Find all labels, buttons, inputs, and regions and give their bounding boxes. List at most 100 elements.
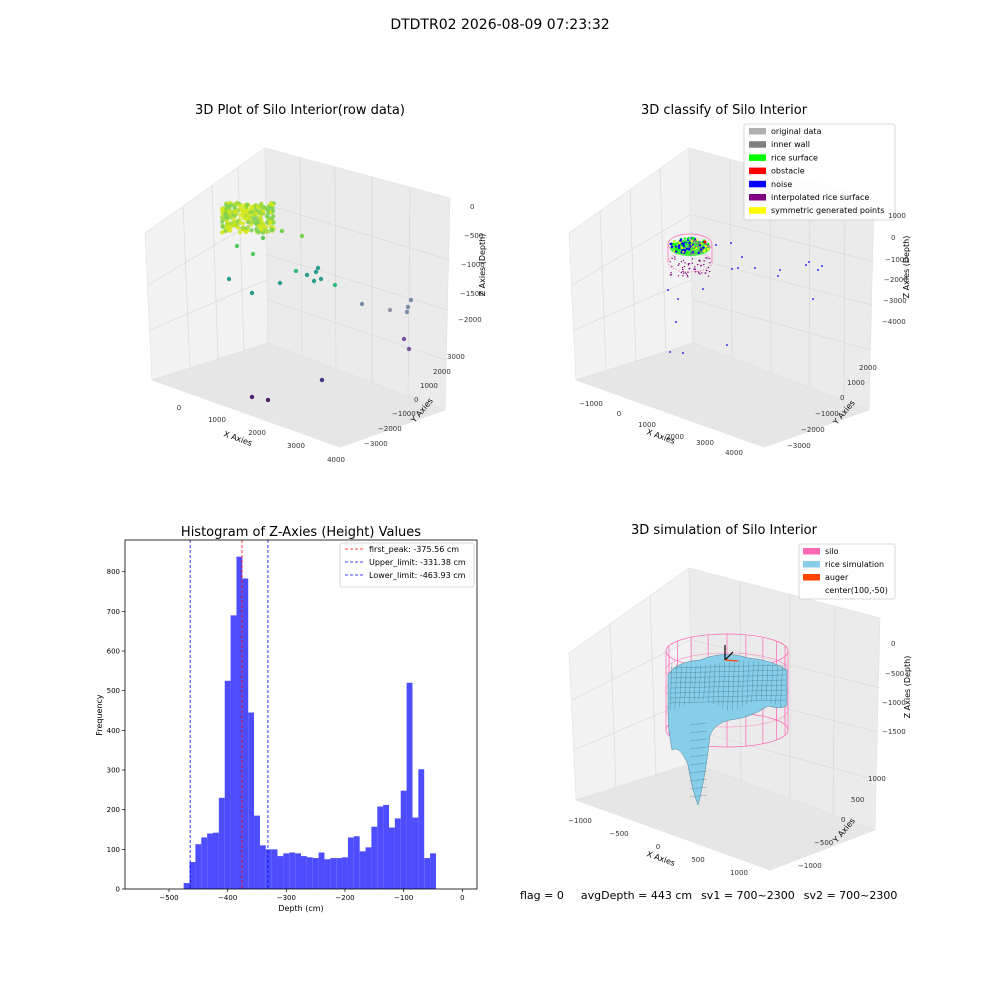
rice-mesh-line: [698, 665, 701, 701]
raw-point: [244, 229, 249, 234]
interpolated-point: [694, 268, 696, 270]
histogram-bar: [254, 815, 260, 889]
simulation-legend-items: silo rice simulation auger center(100,-50): [803, 547, 888, 595]
classify-point: [691, 249, 694, 252]
classify-point: [692, 237, 695, 240]
noise-point: [702, 288, 704, 290]
raw-point: [293, 268, 299, 274]
histogram-bar: [336, 858, 343, 889]
classify-point: [706, 247, 710, 251]
interpolated-point: [669, 274, 672, 276]
classify-zlabel: Z Axies (Depth): [902, 236, 911, 299]
histogram-bar: [342, 857, 348, 889]
raw-point: [315, 265, 321, 271]
simulation-legend-label: rice simulation: [825, 560, 884, 569]
classify-point: [680, 246, 684, 250]
sim-ztick: −1000: [882, 699, 906, 707]
classify-point: [695, 246, 698, 250]
sim-ztick: −500: [885, 670, 904, 678]
interpolated-point: [684, 272, 687, 274]
sim-ztick: −1500: [882, 728, 906, 736]
raw-point: [249, 206, 254, 211]
raw-point: [232, 210, 238, 215]
interpolated-point: [694, 266, 696, 268]
histogram-xticks: −500 −400 −300 −200 −100 0: [159, 889, 465, 902]
histogram-bar: [371, 826, 378, 889]
rice-simulation-surface: [667, 654, 788, 806]
histogram-ytick: 700: [107, 608, 120, 616]
classify-legend-label: rice surface: [771, 153, 818, 162]
raw-point: [252, 208, 257, 213]
noise-point: [726, 344, 728, 346]
histogram-bar: [195, 844, 202, 889]
raw-xtick: 4000: [327, 456, 345, 464]
raw-point: [244, 216, 249, 222]
raw-zlabel: Z Axies (Depth): [478, 234, 487, 297]
histogram-chart: Histogram of Z-Axies (Height) Values −50…: [95, 525, 478, 913]
classify-point: [697, 249, 701, 253]
raw-point: [269, 227, 275, 233]
interpolated-point: [681, 266, 684, 269]
raw-point: [259, 211, 264, 216]
raw-point: [405, 304, 411, 310]
interpolated-point: [709, 262, 711, 264]
sv1-text: sv1 = 700~2300: [701, 889, 795, 902]
classify-xtick: 4000: [725, 449, 743, 457]
sim-xtick: 500: [691, 856, 704, 864]
interpolated-point: [705, 269, 708, 272]
interpolated-point: [706, 257, 708, 259]
raw-point: [249, 290, 255, 296]
rice-mesh-line: [751, 661, 754, 702]
classify-point: [698, 241, 701, 245]
histogram-bar: [377, 806, 384, 889]
interpolated-point: [671, 265, 673, 268]
histogram-bar: [277, 856, 284, 889]
classify-ytick: 0: [840, 394, 844, 402]
classify-legend-items: original data inner wall rice surface obsta…: [749, 127, 884, 215]
rice-mesh-line: [756, 662, 759, 701]
interpolated-point: [691, 262, 693, 264]
classify-point: [678, 246, 681, 250]
rice-mesh-line: [689, 754, 708, 758]
classify-point: [684, 249, 687, 252]
rice-mesh-line: [669, 664, 787, 669]
sv2-text: sv2 = 700~2300: [803, 889, 898, 902]
raw-point: [219, 215, 225, 220]
interpolated-point: [703, 260, 705, 262]
raw-point: [245, 202, 250, 208]
classify-point: [707, 242, 710, 246]
interpolated-point: [682, 268, 684, 271]
raw-point: [238, 213, 243, 218]
rice-mesh-line: [737, 659, 740, 709]
interpolated-point: [707, 275, 710, 277]
classify-point: [697, 251, 700, 255]
raw-ytick: −3000: [364, 440, 388, 448]
histogram-bar: [236, 556, 243, 889]
noise-point: [812, 298, 814, 300]
interpolated-point: [683, 265, 686, 268]
classify-ztick: 0: [891, 234, 895, 242]
raw-point: [268, 201, 273, 207]
classify-legend-swatch: [749, 167, 766, 175]
rice-mesh-line: [669, 694, 787, 699]
rice-mesh-line: [669, 699, 787, 704]
classify-xtick: −1000: [579, 400, 603, 408]
rice-mesh-line: [713, 663, 716, 704]
noise-point: [667, 289, 669, 291]
histogram-bar: [301, 856, 307, 889]
interpolated-point: [669, 261, 671, 263]
classify-legend-swatch: [749, 194, 766, 201]
raw-point: [229, 221, 234, 226]
interpolated-point: [682, 259, 685, 262]
interpolated-point: [693, 268, 695, 271]
raw-ytick: 1000: [420, 382, 438, 390]
raw-point: [237, 230, 243, 235]
interpolated-point: [677, 275, 680, 277]
rice-mesh-line: [684, 665, 687, 706]
raw-point: [231, 217, 236, 223]
rice-mesh-line: [669, 679, 787, 684]
noise-point: [808, 261, 810, 263]
interpolated-point: [682, 270, 684, 273]
classify-legend-label: obstacle: [771, 167, 805, 176]
interpolated-point: [707, 266, 710, 269]
